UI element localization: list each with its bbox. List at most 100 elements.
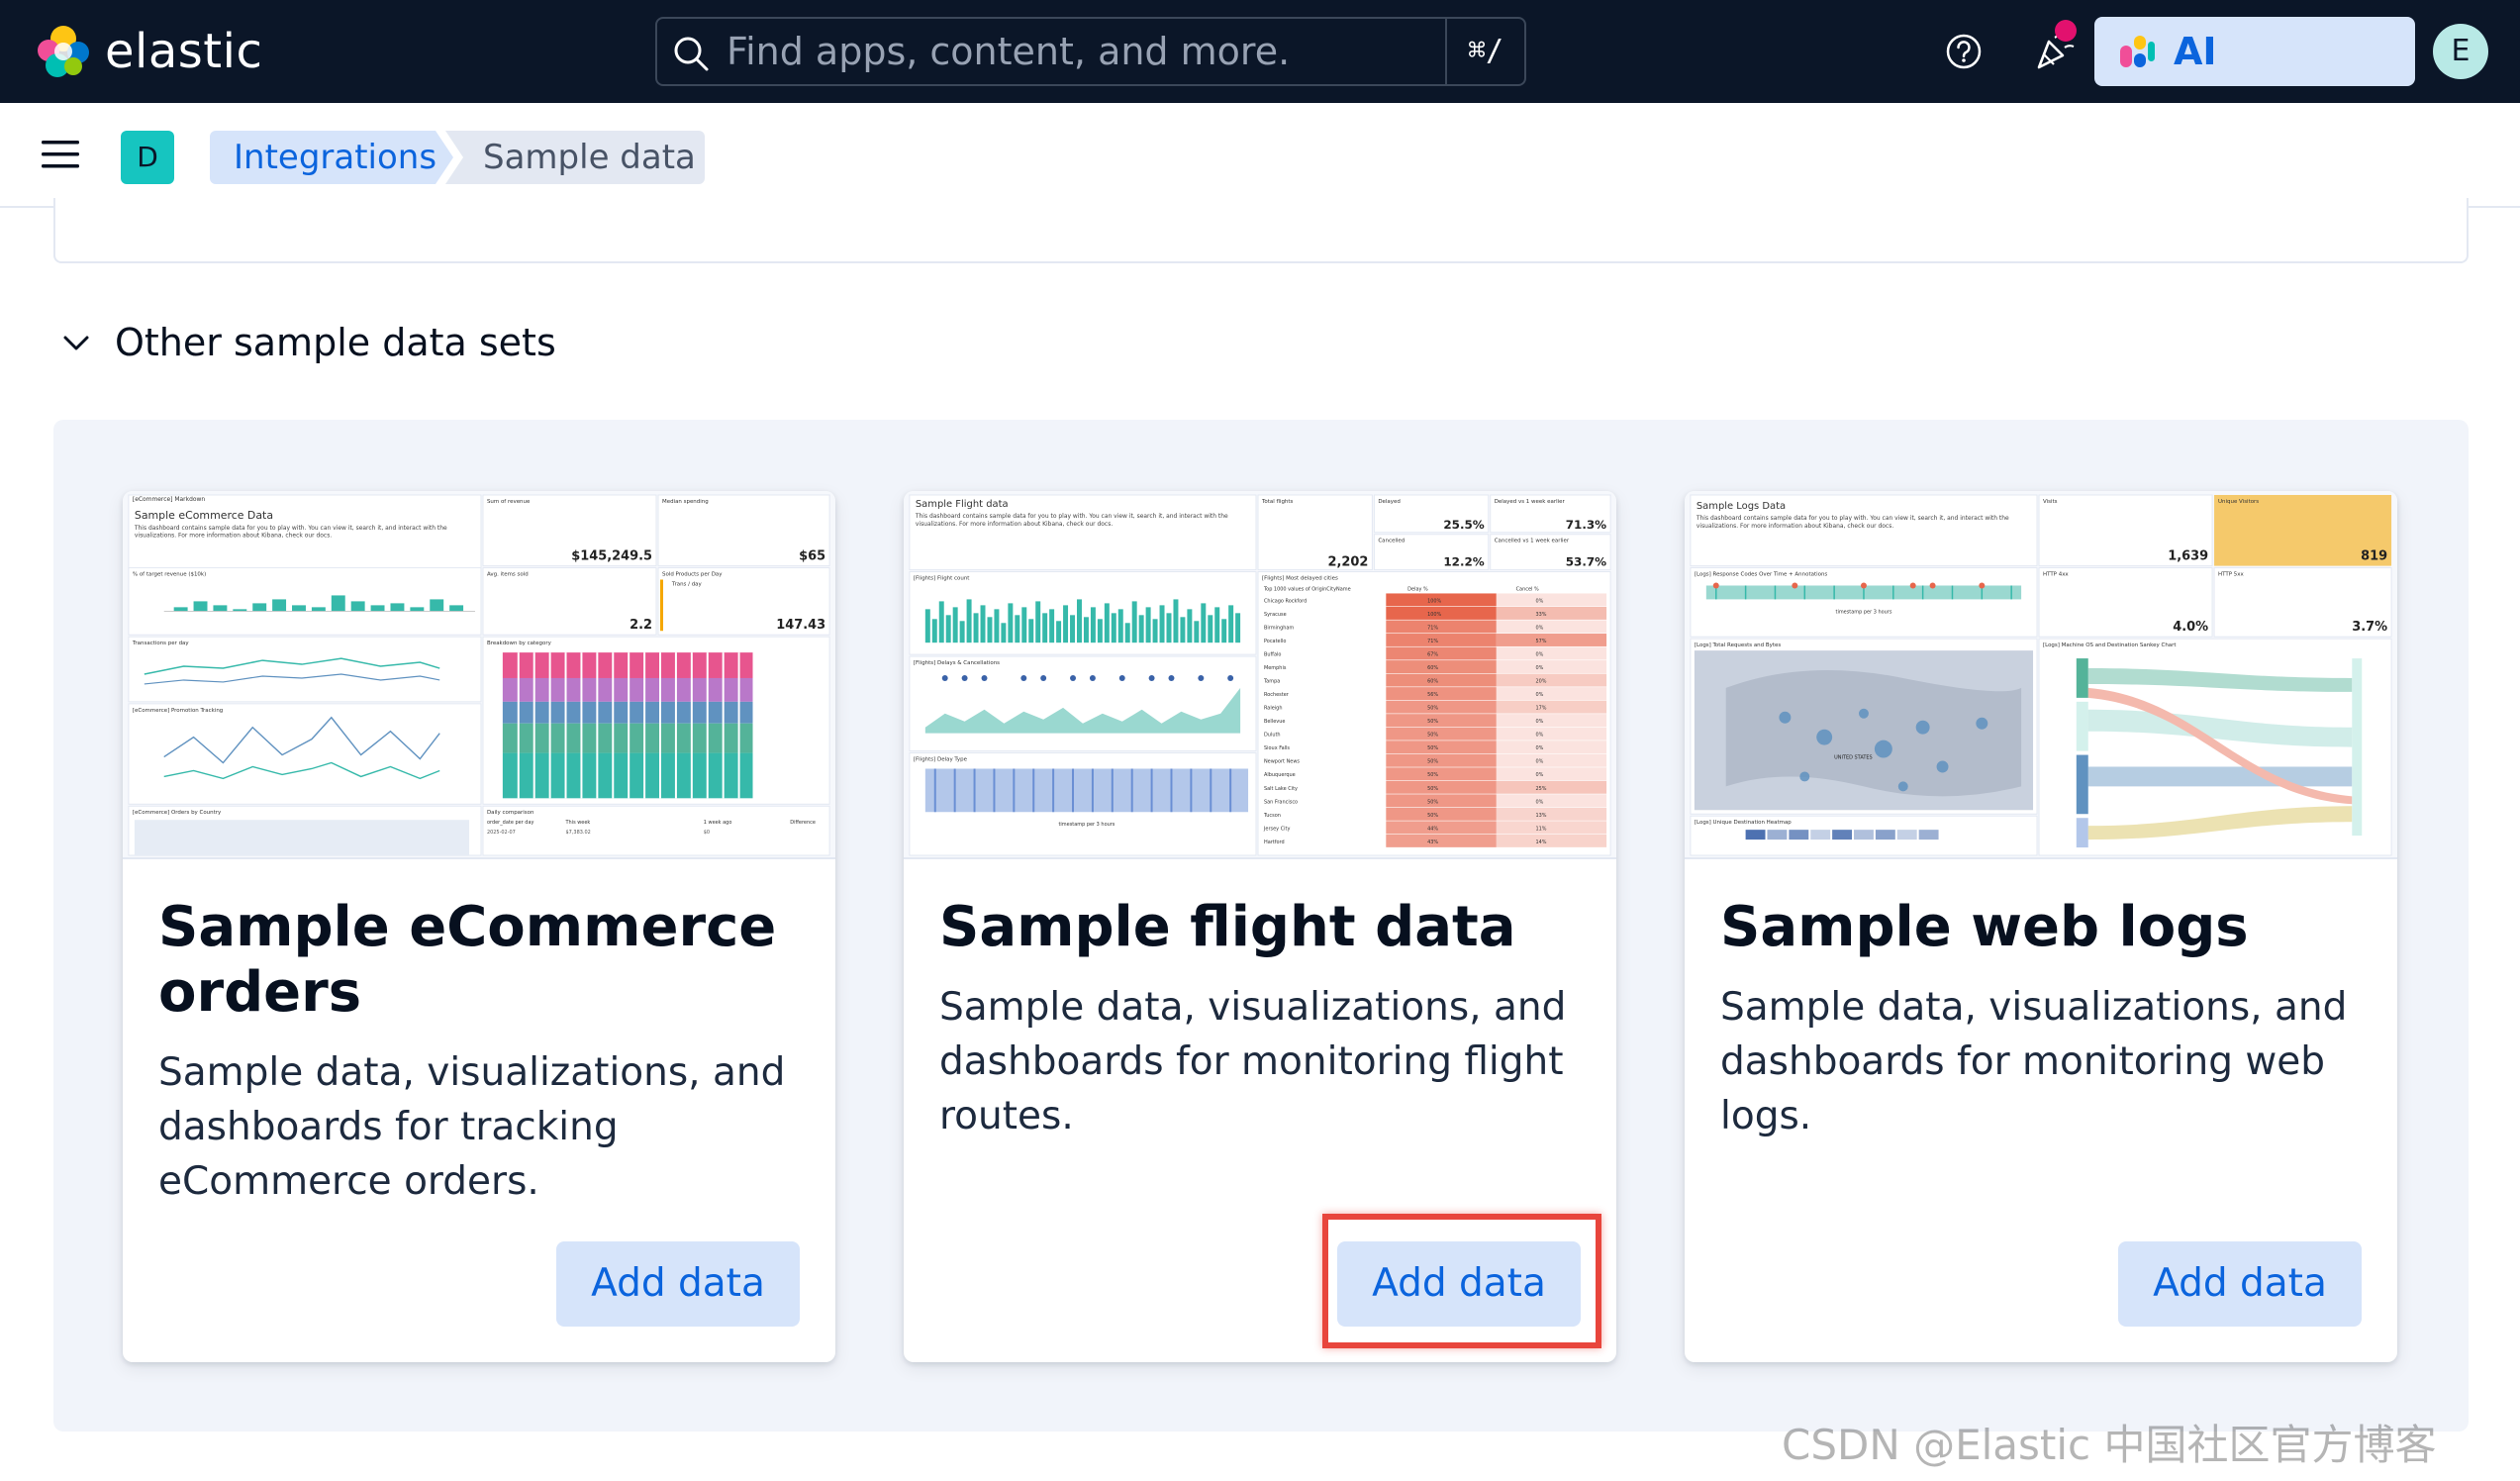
table-cell: Tucson: [1263, 813, 1281, 819]
elastic-logo-icon[interactable]: [34, 22, 93, 81]
table-cell: 71%: [1427, 639, 1438, 644]
table-header: Cancel %: [1516, 586, 1539, 592]
metric-label: Median spending: [662, 499, 709, 505]
weblogs-thumb-body: This dashboard contains sample data for …: [1696, 514, 2009, 530]
delay-cell-bg: [1386, 660, 1497, 674]
delay-cell-bg: [1386, 780, 1497, 794]
flights-thumb-body: This dashboard contains sample data for …: [915, 512, 1228, 528]
x-axis-label: timestamp per 3 hours: [1058, 822, 1115, 828]
weblogs-add-data-button[interactable]: Add data: [2118, 1241, 2362, 1327]
newsfeed-icon[interactable]: [2027, 24, 2081, 77]
panel-title: Sold Products per Day: [662, 572, 723, 578]
table-cell: Duluth: [1264, 733, 1281, 739]
delay-cell-bg: [1386, 740, 1497, 754]
panel-title: [Flights] Most delayed cities: [1262, 576, 1338, 582]
search-input[interactable]: Find apps, content, and more.: [727, 30, 1291, 73]
table-cell: Chicago Rockford: [1264, 598, 1307, 604]
x-axis-label: timestamp per 3 hours: [1835, 609, 1891, 615]
metric-label: Unique Visitors: [2218, 499, 2259, 505]
space-avatar[interactable]: D: [121, 131, 174, 184]
table-header: Top 1000 values of OriginCityName: [1263, 586, 1351, 592]
table-cell: 44%: [1427, 826, 1438, 832]
section-title: Other sample data sets: [115, 321, 556, 364]
table-cell: 0%: [1535, 799, 1543, 805]
table-cell: 50%: [1427, 772, 1438, 778]
weblogs-card: Sample Logs Data This dashboard contains…: [1685, 491, 2397, 1362]
table-cell: 60%: [1427, 679, 1438, 685]
cancel-cell-bg: [1496, 714, 1607, 728]
flights-add-data-button[interactable]: Add data: [1337, 1241, 1581, 1327]
flights-card: Sample Flight data This dashboard contai…: [904, 491, 1616, 1362]
table-cell: 50%: [1427, 799, 1438, 805]
breadcrumb-integrations[interactable]: Integrations: [210, 131, 453, 184]
flight-count-bars: [924, 599, 1241, 643]
table-cell: Hartford: [1264, 839, 1285, 845]
table-cell: 0%: [1535, 625, 1543, 631]
metric-label: HTTP 4xx: [2043, 572, 2069, 578]
panel-title: Breakdown by category: [487, 641, 552, 646]
delay-cell-bg: [1386, 606, 1497, 620]
cancel-cell-bg: [1496, 687, 1607, 701]
delay-cell-bg: [1386, 620, 1497, 634]
metric-value: 71.3%: [1566, 518, 1606, 532]
help-icon[interactable]: [1942, 30, 1986, 73]
ecommerce-add-data-button[interactable]: Add data: [556, 1241, 800, 1327]
table-cell: 50%: [1427, 706, 1438, 712]
weblogs-thumb-heading: Sample Logs Data: [1696, 501, 1786, 512]
table-cell: Tampa: [1263, 679, 1280, 685]
cancel-cell-bg: [1496, 780, 1607, 794]
ecommerce-markdown-header: [eCommerce] Markdown: [133, 496, 205, 503]
table-cell: Jersey City: [1263, 826, 1291, 832]
ecommerce-thumb-body: This dashboard contains sample data for …: [134, 524, 447, 540]
table-cell: 43%: [1427, 839, 1438, 845]
table-cell: Memphis: [1264, 665, 1287, 671]
table-cell: 13%: [1535, 813, 1546, 819]
breadcrumb-bar: D Integrations Sample data: [0, 103, 2520, 208]
table-cell: Bellevue: [1264, 719, 1285, 725]
cancel-cell-bg: [1496, 821, 1607, 835]
cancel-cell-bg: [1496, 794, 1607, 808]
cancel-cell-bg: [1496, 606, 1607, 620]
metric-label: Visits: [2043, 499, 2058, 505]
panel-title: % of target revenue ($10k): [133, 572, 206, 578]
panel-title: [Flights] Delay Type: [914, 757, 968, 763]
cancel-cell-bg: [1496, 727, 1607, 740]
table-cell: Buffalo: [1264, 652, 1281, 658]
table-cell: 2025-02-07: [487, 830, 516, 836]
metric-label: Delayed: [1378, 499, 1401, 505]
table-cell: 0%: [1535, 598, 1543, 604]
cancel-cell-bg: [1496, 660, 1607, 674]
ecommerce-card-title: Sample eCommerce orders: [158, 895, 777, 1025]
table-header: Difference: [790, 820, 816, 826]
cancel-cell-bg: [1496, 634, 1607, 646]
global-search[interactable]: Find apps, content, and more. ⌘/: [655, 17, 1526, 86]
metric-value: 819: [2361, 549, 2387, 564]
cancel-cell-bg: [1496, 753, 1607, 767]
delay-cell-bg: [1386, 700, 1497, 714]
user-avatar[interactable]: E: [2433, 24, 2488, 79]
highlight-annotation: [1322, 1214, 1601, 1348]
flights-card-description: Sample data, visualizations, and dashboa…: [939, 985, 1567, 1138]
table-cell: 0%: [1535, 692, 1543, 698]
panel-title: Transactions per day: [132, 641, 190, 646]
table-header: Delay %: [1407, 586, 1428, 592]
elastic-wordmark[interactable]: elastic: [105, 24, 263, 79]
metric-value: 147.43: [776, 618, 825, 633]
metric-value: 25.5%: [1443, 518, 1484, 532]
cancel-cell-bg: [1496, 807, 1607, 821]
delay-cell-bg: [1386, 807, 1497, 821]
table-cell: 60%: [1427, 665, 1438, 671]
ai-assistant-button[interactable]: AI Assistant: [2094, 17, 2415, 143]
table-cell: 50%: [1427, 759, 1438, 765]
table-cell: 20%: [1535, 679, 1546, 685]
ecommerce-thumb-heading: Sample eCommerce Data: [135, 509, 273, 522]
table-cell: 17%: [1535, 706, 1546, 712]
global-header: elastic Find apps, content, and more. ⌘/…: [0, 0, 2520, 143]
delay-cell-bg: [1386, 821, 1497, 835]
table-cell: Salt Lake City: [1264, 786, 1298, 792]
metric-value: 1,639: [2168, 549, 2208, 564]
hamburger-menu-icon[interactable]: [42, 139, 79, 170]
table-cell: 50%: [1427, 745, 1438, 751]
table-cell: Syracuse: [1264, 612, 1287, 618]
metric-label: Cancelled vs 1 week earlier: [1495, 539, 1570, 544]
